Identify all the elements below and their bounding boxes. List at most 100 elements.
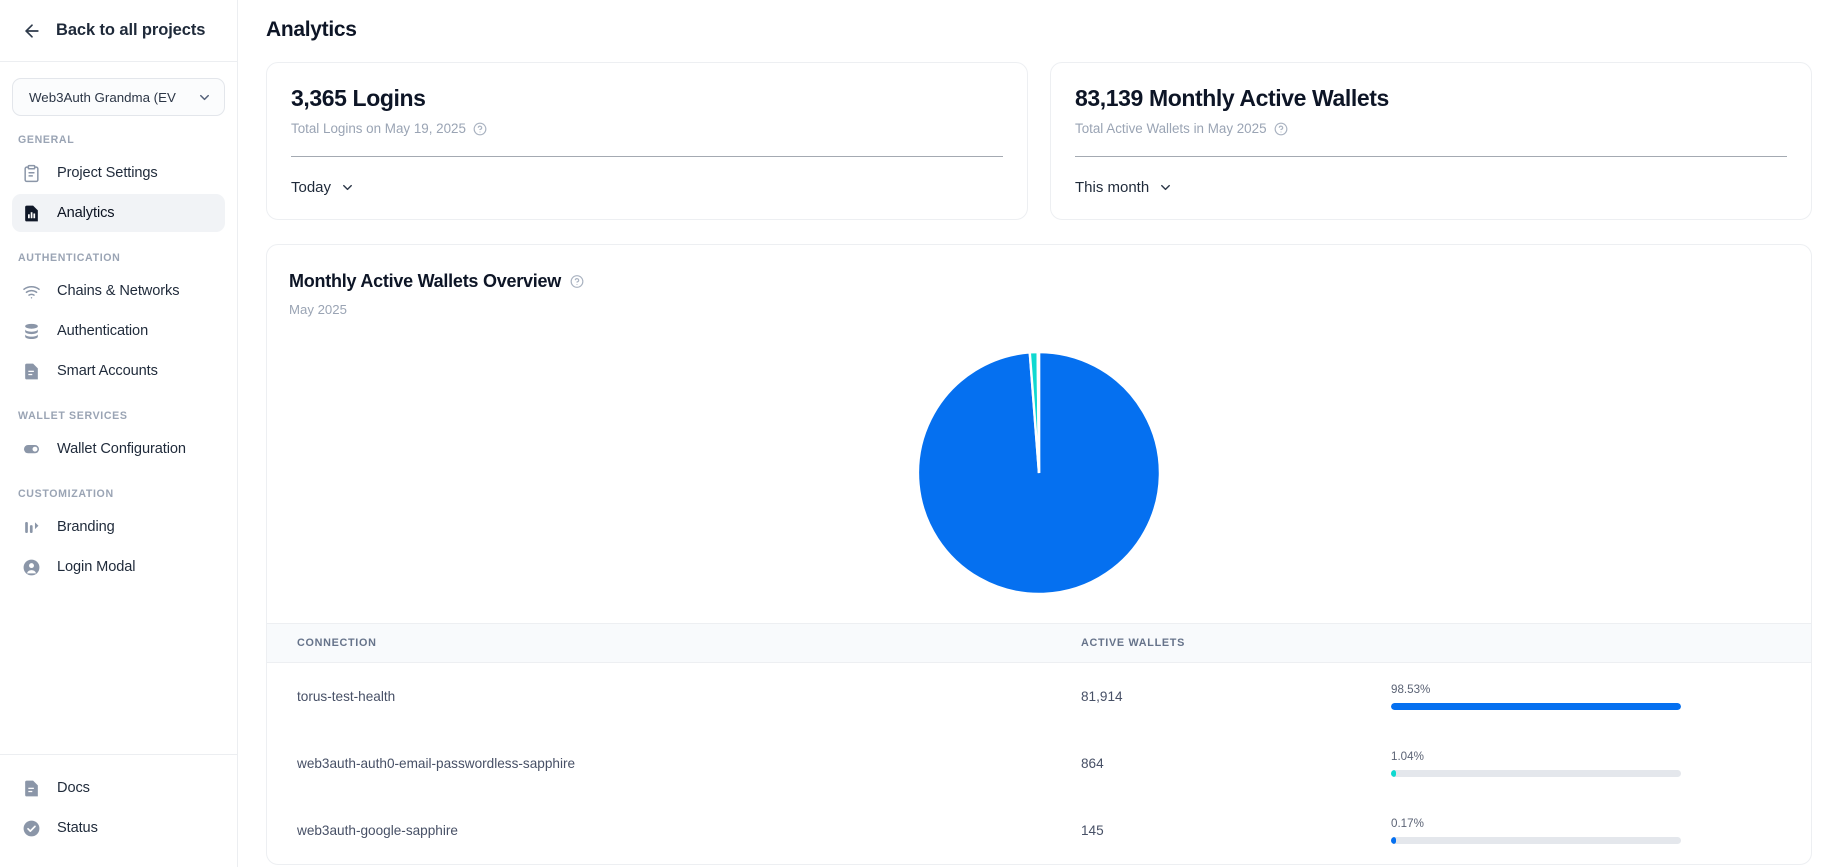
sidebar-item-wallet-configuration[interactable]: Wallet Configuration xyxy=(12,430,225,468)
share-progress-track xyxy=(1391,837,1681,844)
wifi-icon xyxy=(22,282,41,301)
sidebar-item-chains-networks[interactable]: Chains & Networks xyxy=(12,272,225,310)
sidebar-item-branding[interactable]: Branding xyxy=(12,508,225,546)
logins-range-value: Today xyxy=(291,179,332,196)
project-selector[interactable]: Web3Auth Grandma (EV xyxy=(12,78,225,116)
page-title: Analytics xyxy=(266,18,357,41)
document-icon xyxy=(22,779,41,798)
document-icon xyxy=(22,362,41,381)
table-row[interactable]: torus-test-health 81,914 98.53% xyxy=(267,663,1811,731)
main-content: Analytics 3,365 Logins Total Logins on M… xyxy=(238,0,1840,867)
sidebar-item-smart-accounts[interactable]: Smart Accounts xyxy=(12,352,225,390)
cell-connection: web3auth-auth0-email-passwordless-sapphi… xyxy=(297,756,576,771)
clipboard-icon xyxy=(22,164,41,183)
sidebar-item-label: Chains & Networks xyxy=(57,283,180,299)
sidebar-item-project-settings[interactable]: Project Settings xyxy=(12,154,225,192)
share-progress-fill xyxy=(1391,703,1681,710)
sidebar-group-label: GENERAL xyxy=(18,134,75,146)
sidebar-item-label: Branding xyxy=(57,519,115,535)
toggle-icon xyxy=(22,440,41,459)
table-body: torus-test-health 81,914 98.53% web3auth-au… xyxy=(267,663,1811,865)
sidebar-item-label: Authentication xyxy=(57,323,149,339)
cell-active-wallets: 145 xyxy=(1081,823,1104,838)
sidebar-item-label: Login Modal xyxy=(57,559,136,575)
share-progress-fill xyxy=(1391,837,1397,844)
project-selector-wrap: Web3Auth Grandma (EV xyxy=(0,62,237,116)
arrow-left-icon xyxy=(22,21,42,41)
overview-title: Monthly Active Wallets Overview xyxy=(289,271,561,291)
branding-bars-icon xyxy=(22,518,41,537)
project-selector-value: Web3Auth Grandma (EV xyxy=(29,89,176,105)
sidebar-item-authentication[interactable]: Authentication xyxy=(12,312,225,350)
cell-active-wallets: 864 xyxy=(1081,756,1104,771)
share-progress-track xyxy=(1391,703,1681,710)
stat-card-active-wallets: 83,139 Monthly Active Wallets Total Acti… xyxy=(1050,62,1812,220)
logins-range-select[interactable]: Today xyxy=(291,179,1003,196)
table-header-row: CONNECTION ACTIVE WALLETS xyxy=(267,623,1811,663)
sidebar-nav: GENERAL Project Settings Analytics AUTHENTI… xyxy=(0,116,237,754)
table-row[interactable]: web3auth-auth0-email-passwordless-sapphi… xyxy=(267,730,1811,797)
sidebar-item-analytics[interactable]: Analytics xyxy=(12,194,225,232)
chart-document-icon xyxy=(22,204,41,223)
share-percent: 1.04% xyxy=(1391,750,1424,763)
logins-subtitle-row: Total Logins on May 19, 2025 xyxy=(291,121,1003,136)
wallets-value: 83,139 Monthly Active Wallets xyxy=(1075,85,1389,111)
sidebar-footer-item-status[interactable]: Status xyxy=(12,809,225,847)
chevron-down-icon xyxy=(197,90,212,105)
col-connection: CONNECTION xyxy=(267,623,1081,663)
stat-card-logins: 3,365 Logins Total Logins on May 19, 202… xyxy=(266,62,1028,220)
sidebar-group-label: WALLET SERVICES xyxy=(18,410,128,422)
stat-cards-row: 3,365 Logins Total Logins on May 19, 202… xyxy=(266,62,1812,220)
connections-table: CONNECTION ACTIVE WALLETS torus-test-hea… xyxy=(267,623,1811,864)
chevron-down-icon xyxy=(1158,180,1173,195)
overview-header: Monthly Active Wallets Overview May 2025 xyxy=(267,271,1811,317)
share-progress-track xyxy=(1391,770,1681,777)
wallets-subtitle-row: Total Active Wallets in May 2025 xyxy=(1075,121,1787,136)
wallets-range-select[interactable]: This month xyxy=(1075,179,1787,196)
sidebar-item-label: Docs xyxy=(57,780,90,796)
sidebar-item-label: Project Settings xyxy=(57,165,158,181)
wallets-subtitle: Total Active Wallets in May 2025 xyxy=(1075,121,1267,136)
col-share xyxy=(1391,623,1811,663)
user-circle-icon xyxy=(22,558,41,577)
divider xyxy=(1075,156,1787,157)
overview-title-row: Monthly Active Wallets Overview xyxy=(289,271,1789,292)
table-header: CONNECTION ACTIVE WALLETS xyxy=(267,623,1811,663)
sidebar-item-label: Smart Accounts xyxy=(57,363,158,379)
logins-subtitle: Total Logins on May 19, 2025 xyxy=(291,121,466,136)
sidebar-item-login-modal[interactable]: Login Modal xyxy=(12,548,225,586)
cell-share: 98.53% xyxy=(1391,663,1811,731)
wallets-range-value: This month xyxy=(1075,179,1150,196)
sidebar-item-label: Status xyxy=(57,820,98,836)
back-to-all-projects-button[interactable]: Back to all projects xyxy=(0,0,237,62)
pie-slice[interactable] xyxy=(1036,350,1041,474)
share-progress-fill xyxy=(1391,770,1397,777)
share-percent: 0.17% xyxy=(1391,817,1424,830)
help-circle-icon[interactable] xyxy=(570,275,584,289)
cell-active-wallets: 81,914 xyxy=(1081,689,1123,704)
pie-chart[interactable] xyxy=(913,347,1165,599)
overview-card: Monthly Active Wallets Overview May 2025… xyxy=(266,244,1812,865)
help-circle-icon[interactable] xyxy=(473,122,487,136)
database-icon xyxy=(22,322,41,341)
sidebar-footer: Docs Status xyxy=(0,754,237,867)
back-label: Back to all projects xyxy=(56,21,206,39)
check-circle-icon xyxy=(22,819,41,838)
cell-connection: torus-test-health xyxy=(297,689,396,704)
share-percent: 98.53% xyxy=(1391,683,1431,696)
cell-share: 1.04% xyxy=(1391,730,1811,797)
overview-subtitle: May 2025 xyxy=(289,302,347,317)
pie-chart-area xyxy=(267,323,1811,623)
col-active-wallets: ACTIVE WALLETS xyxy=(1081,623,1391,663)
help-circle-icon[interactable] xyxy=(1274,122,1288,136)
table-row[interactable]: web3auth-google-sapphire 145 0.17% xyxy=(267,797,1811,864)
sidebar-item-label: Analytics xyxy=(57,205,115,221)
sidebar-footer-item-docs[interactable]: Docs xyxy=(12,769,225,807)
sidebar-group-label: CUSTOMIZATION xyxy=(18,488,114,500)
chevron-down-icon xyxy=(340,180,355,195)
divider xyxy=(291,156,1003,157)
logins-value: 3,365 Logins xyxy=(291,85,426,111)
cell-share: 0.17% xyxy=(1391,797,1811,864)
sidebar: Back to all projects Web3Auth Grandma (E… xyxy=(0,0,238,867)
